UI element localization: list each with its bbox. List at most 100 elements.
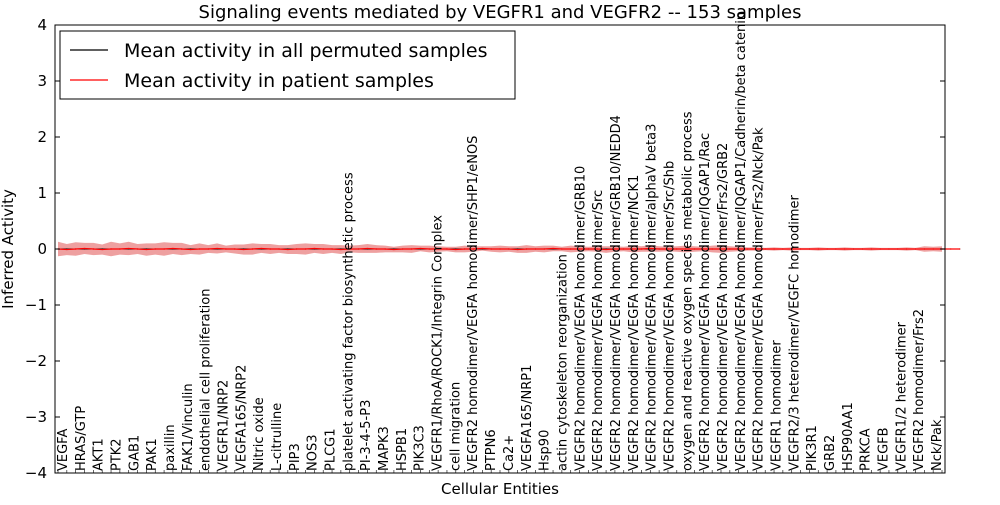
patient-mean-point (428, 248, 430, 250)
x-tick-labels: VEGFA HRAS/GTP AKT1 PTK2 GAB1 PAK1 paxillin FAK… (56, 12, 945, 471)
y-ticks: 4 3 2 1 0 −1 −2 −3 −4 (25, 16, 945, 482)
patient-mean-point (853, 248, 855, 250)
x-tick-label: NOS3 (306, 435, 321, 471)
patient-mean-point (605, 248, 607, 251)
patient-mean-point (190, 248, 192, 251)
patient-mean-point (711, 248, 713, 250)
patient-mean-point (234, 248, 236, 250)
patient-mean-point (393, 248, 395, 251)
patient-mean-point (791, 248, 793, 250)
x-tick-label: HRAS/GTP (74, 406, 89, 471)
x-tick-label: L-citrulline (270, 403, 285, 471)
y-tick-label: 0 (37, 240, 47, 258)
x-tick-label: cell migration (448, 382, 463, 471)
patient-mean-point (755, 248, 757, 250)
x-tick-label: VEGFR2 homodimer/VEGFA homodimer/IQGAP1/… (734, 12, 749, 471)
x-tick-label: VEGFR2 homodimer/VEGFA homodimer/Frs2/Nc… (752, 127, 767, 471)
chart-title: Signaling events mediated by VEGFR1 and … (199, 2, 802, 23)
x-tick-label: HSPB1 (395, 428, 410, 471)
patient-mean-point (870, 248, 872, 250)
x-tick-label: VEGFR2/3 heterodimer/VEGFC homodimer (787, 194, 802, 471)
patient-mean-point (844, 248, 846, 250)
patient-mean-point (304, 248, 307, 250)
patient-mean-point (472, 248, 475, 250)
patient-mean-point (66, 248, 68, 251)
y-tick-label: −1 (25, 296, 47, 314)
legend: Mean activity in all permuted samples Me… (59, 30, 516, 100)
patient-mean-point (278, 248, 280, 250)
patient-mean-point (172, 247, 174, 250)
patient-mean-point (561, 248, 563, 250)
patient-mean-point (508, 248, 510, 250)
patient-mean-point (923, 248, 925, 250)
x-tick-label: GAB1 (127, 435, 142, 471)
patient-mean-point (128, 247, 130, 250)
patient-mean-point (349, 248, 351, 250)
x-tick-label: VEGFR1/2 heterodimer (894, 321, 909, 471)
patient-mean-point (136, 248, 139, 250)
x-tick-label: VEGFB (876, 427, 891, 471)
patient-mean-point (764, 248, 766, 250)
patient-mean-point (517, 248, 519, 251)
patient-mean-point (225, 248, 227, 250)
patient-mean-point (216, 247, 218, 250)
patient-mean-point (959, 248, 961, 250)
x-tick-label: PLCG1 (324, 428, 339, 471)
patient-mean-point (490, 248, 492, 250)
patient-mean-point (207, 248, 209, 250)
x-tick-label: PIK3C3 (413, 425, 428, 471)
patient-mean-point (773, 248, 775, 250)
patient-mean-point (906, 248, 908, 250)
patient-mean-point (296, 248, 298, 250)
patient-mean-point (693, 248, 696, 250)
patient-mean-point (411, 248, 413, 250)
patient-mean-point (119, 248, 121, 250)
patient-mean-point (861, 248, 864, 250)
x-tick-label: paxillin (163, 424, 178, 471)
x-tick-label: Hsp90 (538, 430, 553, 471)
patient-mean-point (534, 248, 536, 250)
x-tick-label: Ca2+ (502, 435, 517, 471)
legend-label-patient: Mean activity in patient samples (124, 70, 434, 92)
patient-mean-point (729, 248, 731, 250)
patient-mean-point (446, 248, 448, 250)
patient-mean-point (587, 248, 590, 250)
patient-mean-point (897, 248, 899, 250)
patient-mean-point (357, 248, 360, 250)
x-tick-label: FAK1/Vinculin (181, 383, 196, 471)
x-tick-label: VEGFA165/NRP1 (520, 365, 535, 471)
x-tick-label: endothelial cell proliferation (199, 289, 214, 472)
x-tick-label: VEGFR1/RhoA/ROCK1/Integrin Complex (431, 215, 446, 471)
patient-mean-point (340, 248, 342, 251)
x-tick-label: VEGFR2 homodimer/VEGFA homodimer/GRB10/N… (609, 115, 624, 471)
patient-mean-point (101, 248, 103, 251)
y-tick-label: 4 (37, 16, 47, 34)
patient-mean-point (914, 248, 917, 250)
x-tick-label: VEGFR2 homodimer/Frs2 (912, 309, 927, 471)
patient-mean-point (578, 248, 581, 250)
patient-mean-point (746, 248, 749, 250)
x-tick-label: PIP3 (288, 443, 303, 471)
x-tick-label: VEGFR1 homodimer (769, 340, 784, 471)
patient-mean-point (455, 248, 457, 251)
patient-mean-point (888, 248, 890, 250)
patient-mean-point (375, 248, 377, 250)
x-tick-label: PTPN6 (484, 429, 499, 471)
patient-mean-point (623, 248, 625, 250)
x-tick-label: PI-3-4-5-P3 (359, 400, 374, 471)
patient-mean-point (419, 247, 422, 250)
x-tick-label: PIK3R1 (805, 425, 820, 471)
patient-mean-point (879, 248, 881, 250)
x-tick-label: AKT1 (92, 438, 107, 471)
patient-mean-point (702, 248, 704, 250)
x-axis-label: Cellular Entities (441, 480, 559, 498)
legend-label-permuted: Mean activity in all permuted samples (124, 40, 487, 62)
series-lines-layer (57, 247, 961, 251)
patient-mean-point (614, 248, 616, 250)
patient-mean-point (667, 248, 669, 250)
patient-mean-point (181, 248, 183, 250)
patient-mean-point (808, 248, 811, 250)
patient-mean-point (83, 247, 86, 250)
